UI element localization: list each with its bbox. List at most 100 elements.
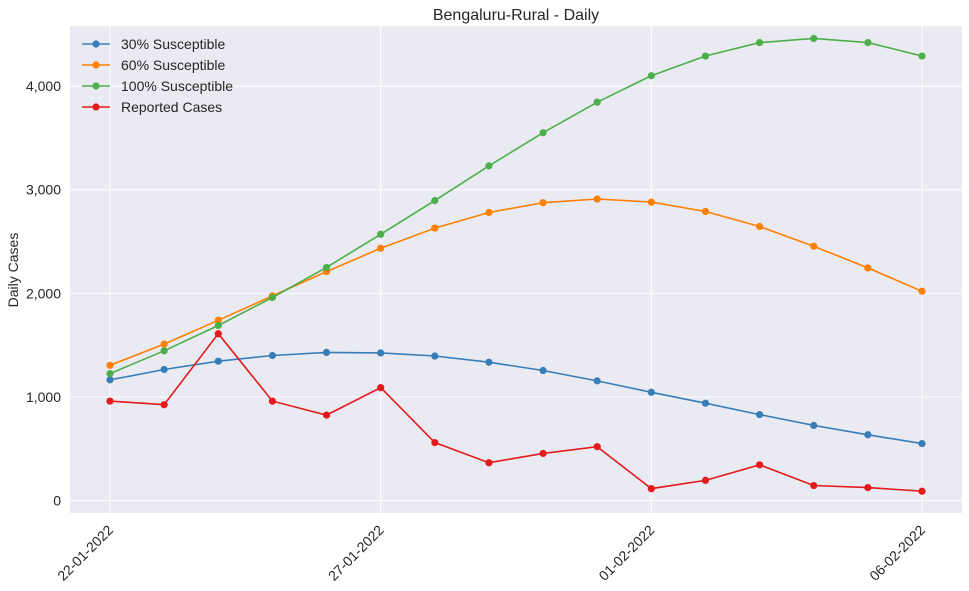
data-point — [864, 431, 872, 439]
data-point — [918, 439, 926, 448]
legend-label: 30% Susceptible — [121, 36, 226, 52]
data-point — [539, 366, 547, 375]
data-point — [864, 38, 872, 47]
data-point — [539, 199, 547, 207]
data-point — [377, 230, 385, 238]
x-tick-label: 22-01-2022 — [54, 522, 116, 584]
data-point — [756, 410, 764, 419]
y-axis-label: Daily Cases — [5, 233, 21, 308]
data-point — [214, 321, 222, 330]
series-reported-cases — [106, 330, 926, 495]
data-point — [485, 162, 493, 170]
data-point — [810, 34, 818, 43]
data-point — [756, 38, 764, 47]
legend-label: 100% Susceptible — [121, 78, 233, 94]
series-30-susceptible — [106, 348, 926, 448]
data-point — [810, 242, 818, 250]
x-tick-label: 27-01-2022 — [325, 522, 387, 584]
data-point — [647, 72, 655, 80]
series-lines — [106, 34, 926, 495]
data-point — [322, 263, 331, 272]
data-point — [918, 287, 926, 295]
y-tick-label: 4,000 — [26, 78, 61, 94]
legend-label: Reported Cases — [121, 99, 222, 115]
data-point — [864, 484, 872, 492]
data-point — [106, 376, 114, 384]
data-point — [647, 198, 655, 206]
legend-item: 60% Susceptible — [82, 57, 226, 73]
data-point — [593, 443, 601, 451]
data-point — [918, 52, 926, 60]
legend-label: 60% Susceptible — [121, 57, 226, 73]
data-point — [593, 195, 601, 203]
data-point — [431, 352, 439, 360]
data-point — [377, 349, 385, 357]
y-axis-ticks: 0 1,000 2,000 3,000 4,000 — [26, 78, 61, 508]
data-point — [647, 388, 655, 396]
data-point — [918, 487, 926, 495]
y-tick-label: 1,000 — [26, 389, 61, 405]
data-point — [701, 207, 710, 216]
series-100-susceptible — [106, 34, 926, 378]
legend-item: 30% Susceptible — [82, 36, 226, 52]
data-point — [268, 397, 276, 405]
data-point — [701, 476, 710, 484]
data-point — [539, 449, 547, 458]
legend-marker — [92, 103, 100, 111]
plot-background — [70, 26, 962, 513]
data-point — [810, 481, 818, 490]
legend-marker — [92, 61, 100, 69]
data-point — [160, 365, 168, 374]
data-point — [214, 357, 222, 365]
data-point — [431, 196, 439, 205]
data-point — [647, 485, 655, 493]
x-tick-label: 01-02-2022 — [595, 522, 657, 584]
data-point — [214, 316, 222, 324]
gridlines — [70, 26, 962, 513]
x-axis-ticks: 22-01-2022 27-01-2022 01-02-2022 06-02-2022 — [54, 522, 928, 584]
data-point — [322, 348, 331, 356]
data-point — [160, 401, 168, 409]
data-point — [268, 351, 276, 360]
legend: 30% Susceptible 60% Susceptible 100% Susce… — [82, 36, 233, 115]
data-point — [322, 411, 331, 419]
series-line — [109, 332, 923, 492]
data-point — [539, 129, 547, 137]
data-point — [756, 461, 764, 469]
data-point — [701, 399, 710, 407]
data-point — [756, 222, 764, 231]
data-point — [485, 459, 493, 467]
data-point — [485, 208, 493, 217]
data-point — [431, 224, 439, 232]
series-line — [109, 351, 923, 445]
legend-item: Reported Cases — [82, 99, 222, 115]
y-tick-label: 3,000 — [26, 182, 61, 198]
data-point — [593, 98, 601, 106]
legend-marker — [92, 40, 100, 48]
series-line — [109, 37, 923, 375]
data-point — [485, 358, 493, 366]
data-point — [160, 340, 168, 348]
data-point — [268, 293, 276, 302]
data-point — [214, 330, 222, 338]
legend-item: 100% Susceptible — [82, 78, 233, 94]
legend-marker — [92, 82, 100, 90]
data-point — [810, 421, 818, 430]
data-point — [377, 384, 385, 392]
data-point — [701, 52, 710, 60]
data-point — [106, 361, 114, 369]
data-point — [431, 438, 439, 447]
y-tick-label: 2,000 — [26, 285, 61, 301]
data-point — [864, 264, 872, 272]
data-point — [106, 397, 114, 405]
x-tick-label: 06-02-2022 — [866, 522, 928, 584]
series-line — [109, 198, 923, 367]
y-tick-label: 0 — [53, 493, 61, 509]
data-point — [593, 377, 601, 385]
data-point — [106, 370, 114, 378]
data-point — [377, 244, 385, 252]
chart-title: Bengaluru-Rural - Daily — [433, 7, 599, 24]
data-point — [160, 347, 168, 355]
